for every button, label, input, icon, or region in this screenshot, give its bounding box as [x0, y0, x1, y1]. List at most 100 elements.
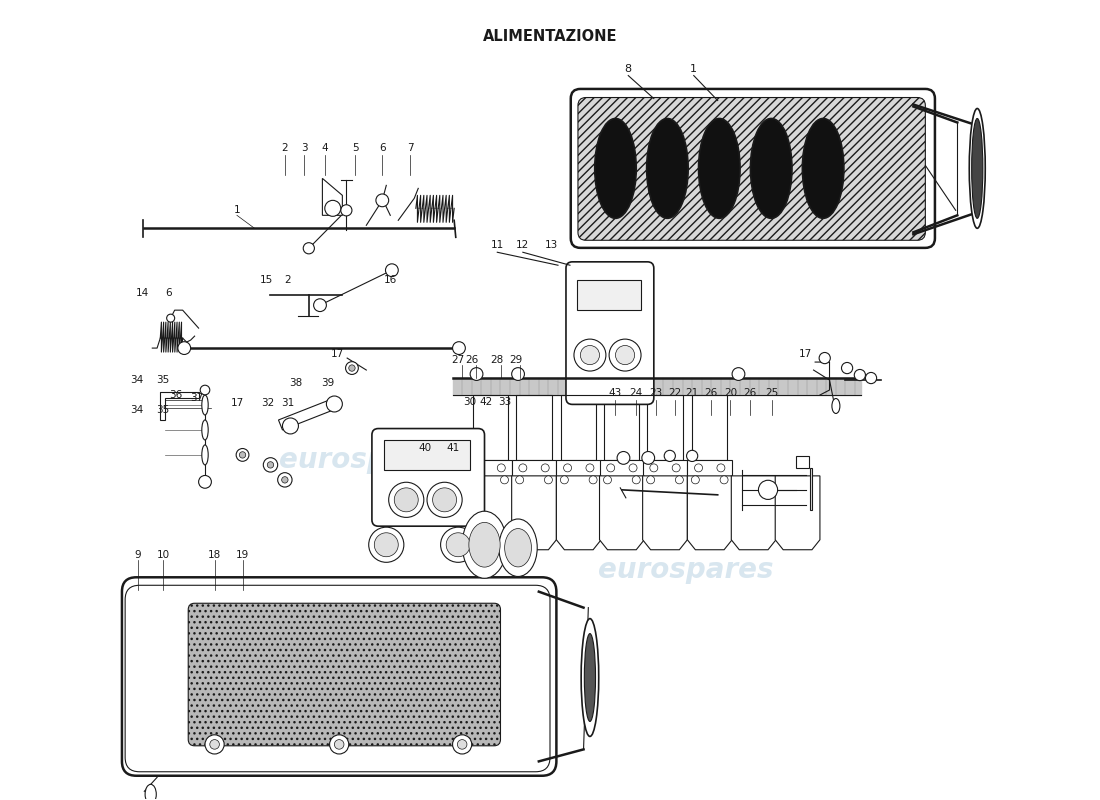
- Text: 19: 19: [235, 550, 250, 560]
- FancyBboxPatch shape: [122, 578, 557, 776]
- Ellipse shape: [698, 118, 740, 218]
- Text: 33: 33: [498, 397, 512, 407]
- Ellipse shape: [832, 398, 840, 414]
- Ellipse shape: [201, 445, 208, 465]
- Circle shape: [647, 476, 654, 484]
- Ellipse shape: [499, 519, 537, 577]
- Circle shape: [167, 314, 175, 322]
- Ellipse shape: [595, 118, 636, 218]
- Polygon shape: [557, 476, 601, 550]
- Circle shape: [758, 480, 778, 499]
- Polygon shape: [732, 476, 775, 550]
- FancyBboxPatch shape: [566, 262, 653, 404]
- Circle shape: [500, 476, 508, 484]
- FancyBboxPatch shape: [372, 429, 484, 526]
- Circle shape: [345, 362, 359, 374]
- Text: 5: 5: [352, 143, 359, 154]
- Text: 39: 39: [321, 378, 334, 388]
- Polygon shape: [468, 476, 513, 550]
- Ellipse shape: [581, 618, 598, 737]
- Ellipse shape: [584, 634, 595, 722]
- Circle shape: [609, 339, 641, 371]
- Text: 30: 30: [463, 397, 476, 407]
- Circle shape: [432, 488, 456, 512]
- Ellipse shape: [647, 118, 689, 218]
- Circle shape: [629, 464, 637, 472]
- Text: 17: 17: [230, 398, 243, 408]
- Circle shape: [475, 464, 483, 472]
- Bar: [578, 280, 641, 310]
- Text: 26: 26: [704, 388, 717, 398]
- Circle shape: [283, 418, 298, 434]
- Ellipse shape: [971, 118, 982, 218]
- Bar: [473, 395, 508, 460]
- Circle shape: [447, 533, 470, 557]
- Circle shape: [604, 476, 612, 484]
- Text: 17: 17: [331, 349, 344, 359]
- Circle shape: [650, 464, 658, 472]
- Circle shape: [314, 298, 327, 311]
- Text: 9: 9: [134, 550, 141, 560]
- Polygon shape: [642, 476, 688, 550]
- Polygon shape: [278, 398, 339, 430]
- FancyBboxPatch shape: [571, 89, 935, 248]
- Circle shape: [586, 464, 594, 472]
- Circle shape: [330, 735, 349, 754]
- Circle shape: [441, 527, 475, 562]
- Circle shape: [544, 476, 552, 484]
- Circle shape: [675, 476, 683, 484]
- Circle shape: [324, 200, 341, 216]
- Text: 35: 35: [156, 405, 169, 415]
- Bar: [512, 460, 557, 476]
- Text: 2: 2: [282, 143, 288, 154]
- Text: 35: 35: [156, 375, 169, 385]
- Text: ALIMENTAZIONE: ALIMENTAZIONE: [483, 29, 617, 44]
- Text: 12: 12: [516, 240, 529, 250]
- Circle shape: [368, 527, 404, 562]
- Text: 18: 18: [208, 550, 221, 560]
- Text: 17: 17: [799, 349, 812, 359]
- Circle shape: [282, 477, 288, 483]
- Circle shape: [664, 450, 675, 462]
- Text: 4: 4: [321, 143, 328, 154]
- Polygon shape: [810, 468, 812, 510]
- Circle shape: [458, 740, 466, 749]
- Ellipse shape: [802, 118, 844, 218]
- Circle shape: [590, 476, 597, 484]
- Text: 6: 6: [165, 288, 172, 298]
- Circle shape: [617, 451, 630, 464]
- Text: 3: 3: [300, 143, 307, 154]
- Circle shape: [717, 464, 725, 472]
- Circle shape: [686, 450, 697, 462]
- Circle shape: [427, 482, 462, 518]
- Bar: [642, 460, 688, 476]
- Circle shape: [470, 368, 483, 381]
- Circle shape: [574, 339, 606, 371]
- Polygon shape: [776, 476, 820, 550]
- Bar: [517, 395, 551, 460]
- Polygon shape: [161, 392, 199, 420]
- Ellipse shape: [201, 395, 208, 415]
- Circle shape: [236, 449, 249, 462]
- Circle shape: [349, 365, 355, 371]
- Ellipse shape: [750, 118, 792, 218]
- Ellipse shape: [469, 522, 500, 567]
- Circle shape: [334, 740, 344, 749]
- Circle shape: [205, 735, 224, 754]
- FancyBboxPatch shape: [578, 98, 925, 240]
- Text: 27: 27: [451, 355, 465, 365]
- Circle shape: [733, 368, 745, 381]
- Text: 37: 37: [190, 393, 204, 403]
- Text: 31: 31: [282, 398, 295, 408]
- Text: 11: 11: [491, 240, 504, 250]
- Text: 16: 16: [384, 275, 397, 286]
- Circle shape: [581, 346, 600, 365]
- Circle shape: [304, 242, 315, 254]
- Bar: [648, 395, 683, 460]
- Circle shape: [267, 462, 274, 468]
- Circle shape: [200, 386, 210, 395]
- Text: 26: 26: [465, 355, 478, 365]
- Text: 42: 42: [480, 397, 493, 407]
- Circle shape: [199, 475, 211, 488]
- Bar: [384, 440, 470, 470]
